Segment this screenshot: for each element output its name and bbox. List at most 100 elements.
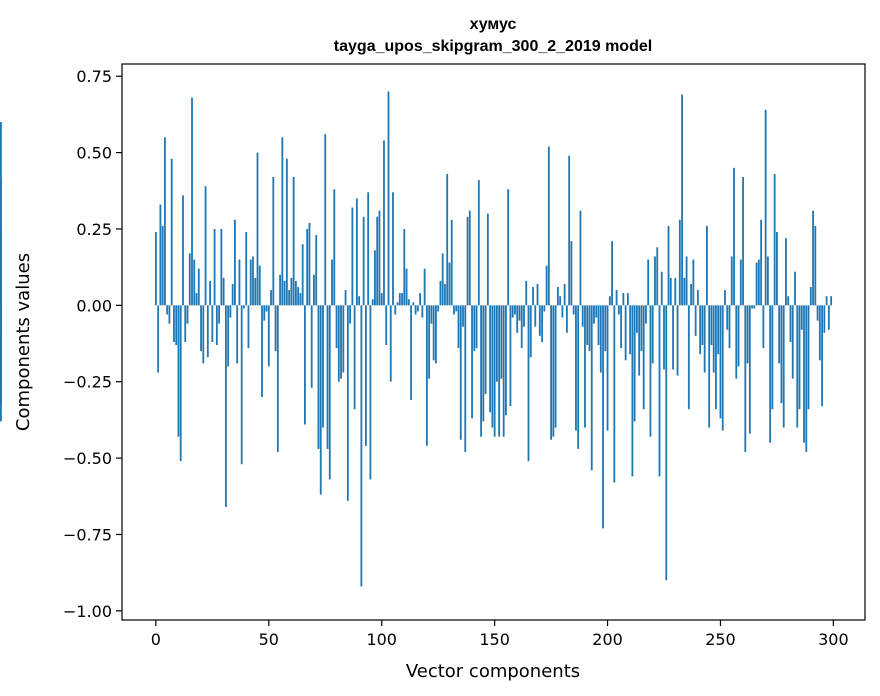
- bar: [425, 305, 428, 446]
- bar: [597, 305, 600, 346]
- bar: [430, 305, 433, 324]
- x-tick-label: 150: [479, 630, 510, 649]
- bar: [349, 305, 351, 324]
- bar: [344, 290, 347, 306]
- bar: [638, 305, 641, 376]
- bar: [654, 256, 656, 306]
- bar: [599, 305, 602, 373]
- bar: [164, 137, 166, 306]
- bar: [407, 299, 410, 306]
- bar: [475, 305, 478, 349]
- bar: [288, 290, 291, 306]
- bar: [660, 271, 663, 306]
- bar: [353, 305, 356, 410]
- bar: [270, 290, 272, 306]
- bar: [687, 305, 690, 410]
- bar: [559, 296, 562, 306]
- bar: [651, 305, 654, 364]
- bar: [396, 302, 399, 306]
- bar: [532, 287, 534, 306]
- bar: [782, 305, 785, 428]
- bar: [346, 305, 349, 501]
- x-tick-label: 250: [705, 630, 736, 649]
- bar: [690, 283, 693, 306]
- bar: [656, 247, 659, 306]
- bar: [335, 305, 338, 349]
- bar: [258, 265, 261, 306]
- bar: [355, 198, 358, 306]
- bar: [267, 305, 270, 367]
- bar: [742, 177, 744, 306]
- bar: [683, 277, 686, 306]
- bar: [604, 305, 607, 352]
- bar: [825, 296, 828, 306]
- bar: [676, 305, 679, 376]
- bar: [294, 280, 297, 306]
- bar: [631, 305, 634, 477]
- bar: [200, 305, 202, 352]
- bar: [622, 293, 625, 306]
- bar: [669, 277, 672, 306]
- bar: [640, 305, 643, 352]
- bar: [561, 305, 564, 318]
- bar: [328, 305, 331, 480]
- bar: [737, 305, 740, 367]
- bar: [437, 305, 440, 312]
- bar: [464, 305, 467, 452]
- bar: [245, 232, 248, 306]
- bar: [173, 305, 175, 342]
- bar: [416, 305, 419, 312]
- bar: [757, 259, 760, 306]
- bar: [821, 305, 823, 407]
- bar: [489, 305, 492, 413]
- bar: [453, 305, 455, 315]
- bar: [283, 280, 286, 306]
- bar: [376, 216, 379, 306]
- bar: [313, 274, 315, 306]
- bar: [374, 250, 376, 306]
- bar: [491, 305, 494, 428]
- bar: [667, 225, 670, 306]
- bar: [439, 280, 442, 306]
- bar: [292, 177, 295, 306]
- bar: [392, 192, 394, 306]
- bar: [827, 305, 830, 330]
- x-tick-label: 0: [151, 630, 161, 649]
- bar: [575, 305, 577, 431]
- bar: [706, 225, 708, 306]
- bar: [369, 305, 372, 480]
- bar: [803, 305, 805, 443]
- bar: [274, 305, 277, 352]
- bar: [681, 94, 683, 306]
- bar: [279, 274, 281, 306]
- bar: [342, 305, 345, 373]
- bar: [365, 305, 367, 446]
- bar: [229, 305, 232, 318]
- bar: [154, 232, 157, 306]
- bar: [588, 305, 591, 352]
- bar: [586, 305, 589, 346]
- x-axis-label: Vector components: [406, 661, 580, 682]
- bar: [617, 305, 620, 315]
- bar: [712, 305, 715, 373]
- bar: [708, 305, 711, 428]
- bar: [647, 259, 650, 306]
- bar: [572, 305, 575, 315]
- bar: [213, 228, 216, 306]
- bar: [766, 256, 769, 306]
- bar: [231, 283, 234, 306]
- bar: [694, 305, 697, 336]
- bar: [830, 296, 833, 306]
- y-tick-label: −1.00: [63, 602, 112, 621]
- bar: [362, 216, 365, 306]
- bar: [715, 305, 717, 410]
- bar: [672, 305, 674, 370]
- bar: [367, 192, 370, 306]
- bar: [577, 305, 580, 449]
- bar: [552, 305, 555, 437]
- bar: [547, 146, 550, 306]
- bar: [629, 305, 632, 355]
- bar: [247, 305, 250, 349]
